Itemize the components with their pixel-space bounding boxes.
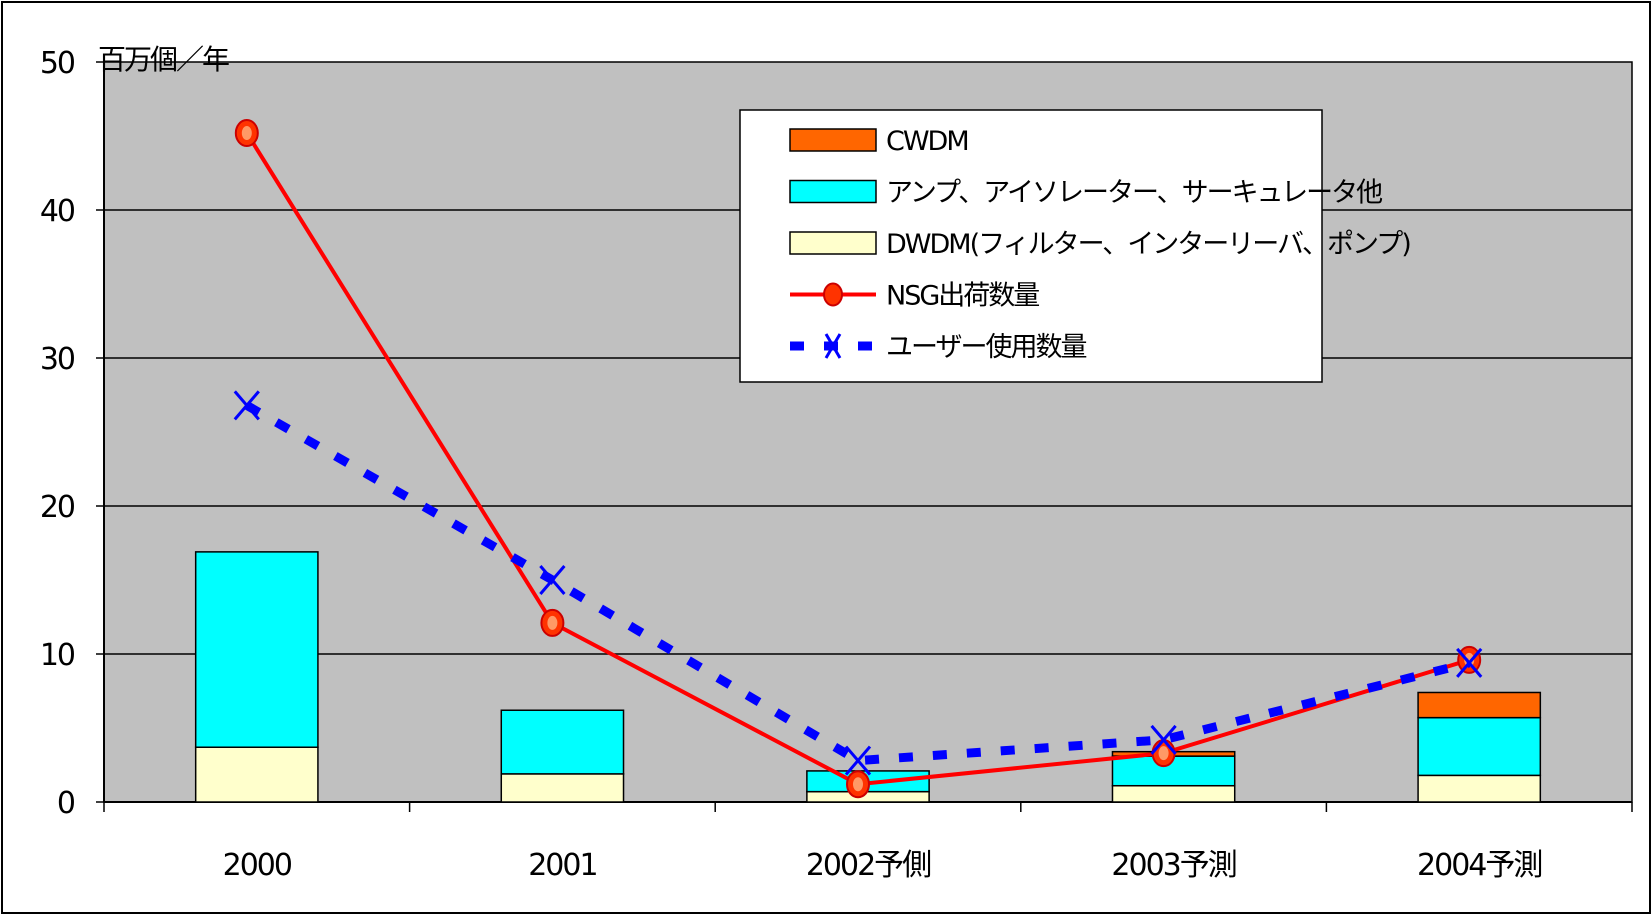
y-axis-ticks: 0 10 20 30 40 50 [40,46,104,821]
legend-item: DWDM(フィルター、インターリーバ、ポンプ) [789,229,1412,260]
series-point-highlight [1464,652,1475,667]
lines [233,119,1483,799]
series-point-highlight [241,126,252,141]
legend-label: ユーザー使用数量 [886,332,1086,363]
series-point-user [539,565,566,595]
bar-segment [1111,755,1236,787]
bar-segment [1417,774,1542,803]
series-point-user [1150,724,1177,755]
y-tick-label: 40 [40,194,75,229]
y-tick-label: 0 [57,786,75,821]
legend-item: CWDM [789,126,970,157]
bar-segment [194,551,319,748]
series-point-highlight [853,777,863,792]
y-tick-label: 50 [40,46,75,81]
x-tick-label: 2001 [528,848,596,883]
series-point-highlight [1158,746,1169,761]
legend-label: DWDM(フィルター、インターリーバ、ポンプ) [886,229,1410,260]
bars [194,551,1542,803]
legend-label: NSG出荷数量 [886,281,1039,312]
x-tick-label: 2002予側 [806,848,930,883]
bar-segment [1417,691,1542,719]
legend-item: アンプ、アイソレーター、サーキュレータ他 [789,178,1384,209]
legend-swatch [789,231,877,255]
legend-label: CWDM [886,126,968,157]
legend-marker [824,333,842,359]
bar-segment [806,790,930,803]
x-tick-label: 2004予測 [1417,848,1541,883]
legend-item: ユーザー使用数量 [790,332,1088,363]
legend-label: アンプ、アイソレーター、サーキュレータ他 [886,178,1382,209]
bar-segment [500,709,625,775]
x-tick-label: 2000 [223,848,292,883]
legend-marker [823,282,843,307]
y-tick-label: 30 [40,342,75,377]
legend-swatch [789,128,877,152]
legend: CWDM アンプ、アイソレーター、サーキュレータ他 DWDM(フィルター、インターリ… [739,109,1412,383]
bar-segment [1417,716,1542,777]
legend-swatch [789,179,877,204]
legend-item: NSG出荷数量 [790,281,1041,312]
x-tick-label: 2003予測 [1111,848,1235,883]
y-tick-label: 20 [40,490,75,525]
series-point-user [844,745,872,776]
bar-segment [194,746,319,803]
series-point-user [233,390,260,421]
x-axis-ticks: 2000 2001 2002予側 2003予測 2004予測 [103,802,1633,883]
y-axis-unit-label: 百万個／年 [98,43,229,76]
bar-segment [500,773,625,803]
bar-segment [1111,784,1236,803]
series-point-user [1456,647,1483,678]
y-tick-label: 10 [40,638,75,673]
series-point-highlight [547,615,558,630]
